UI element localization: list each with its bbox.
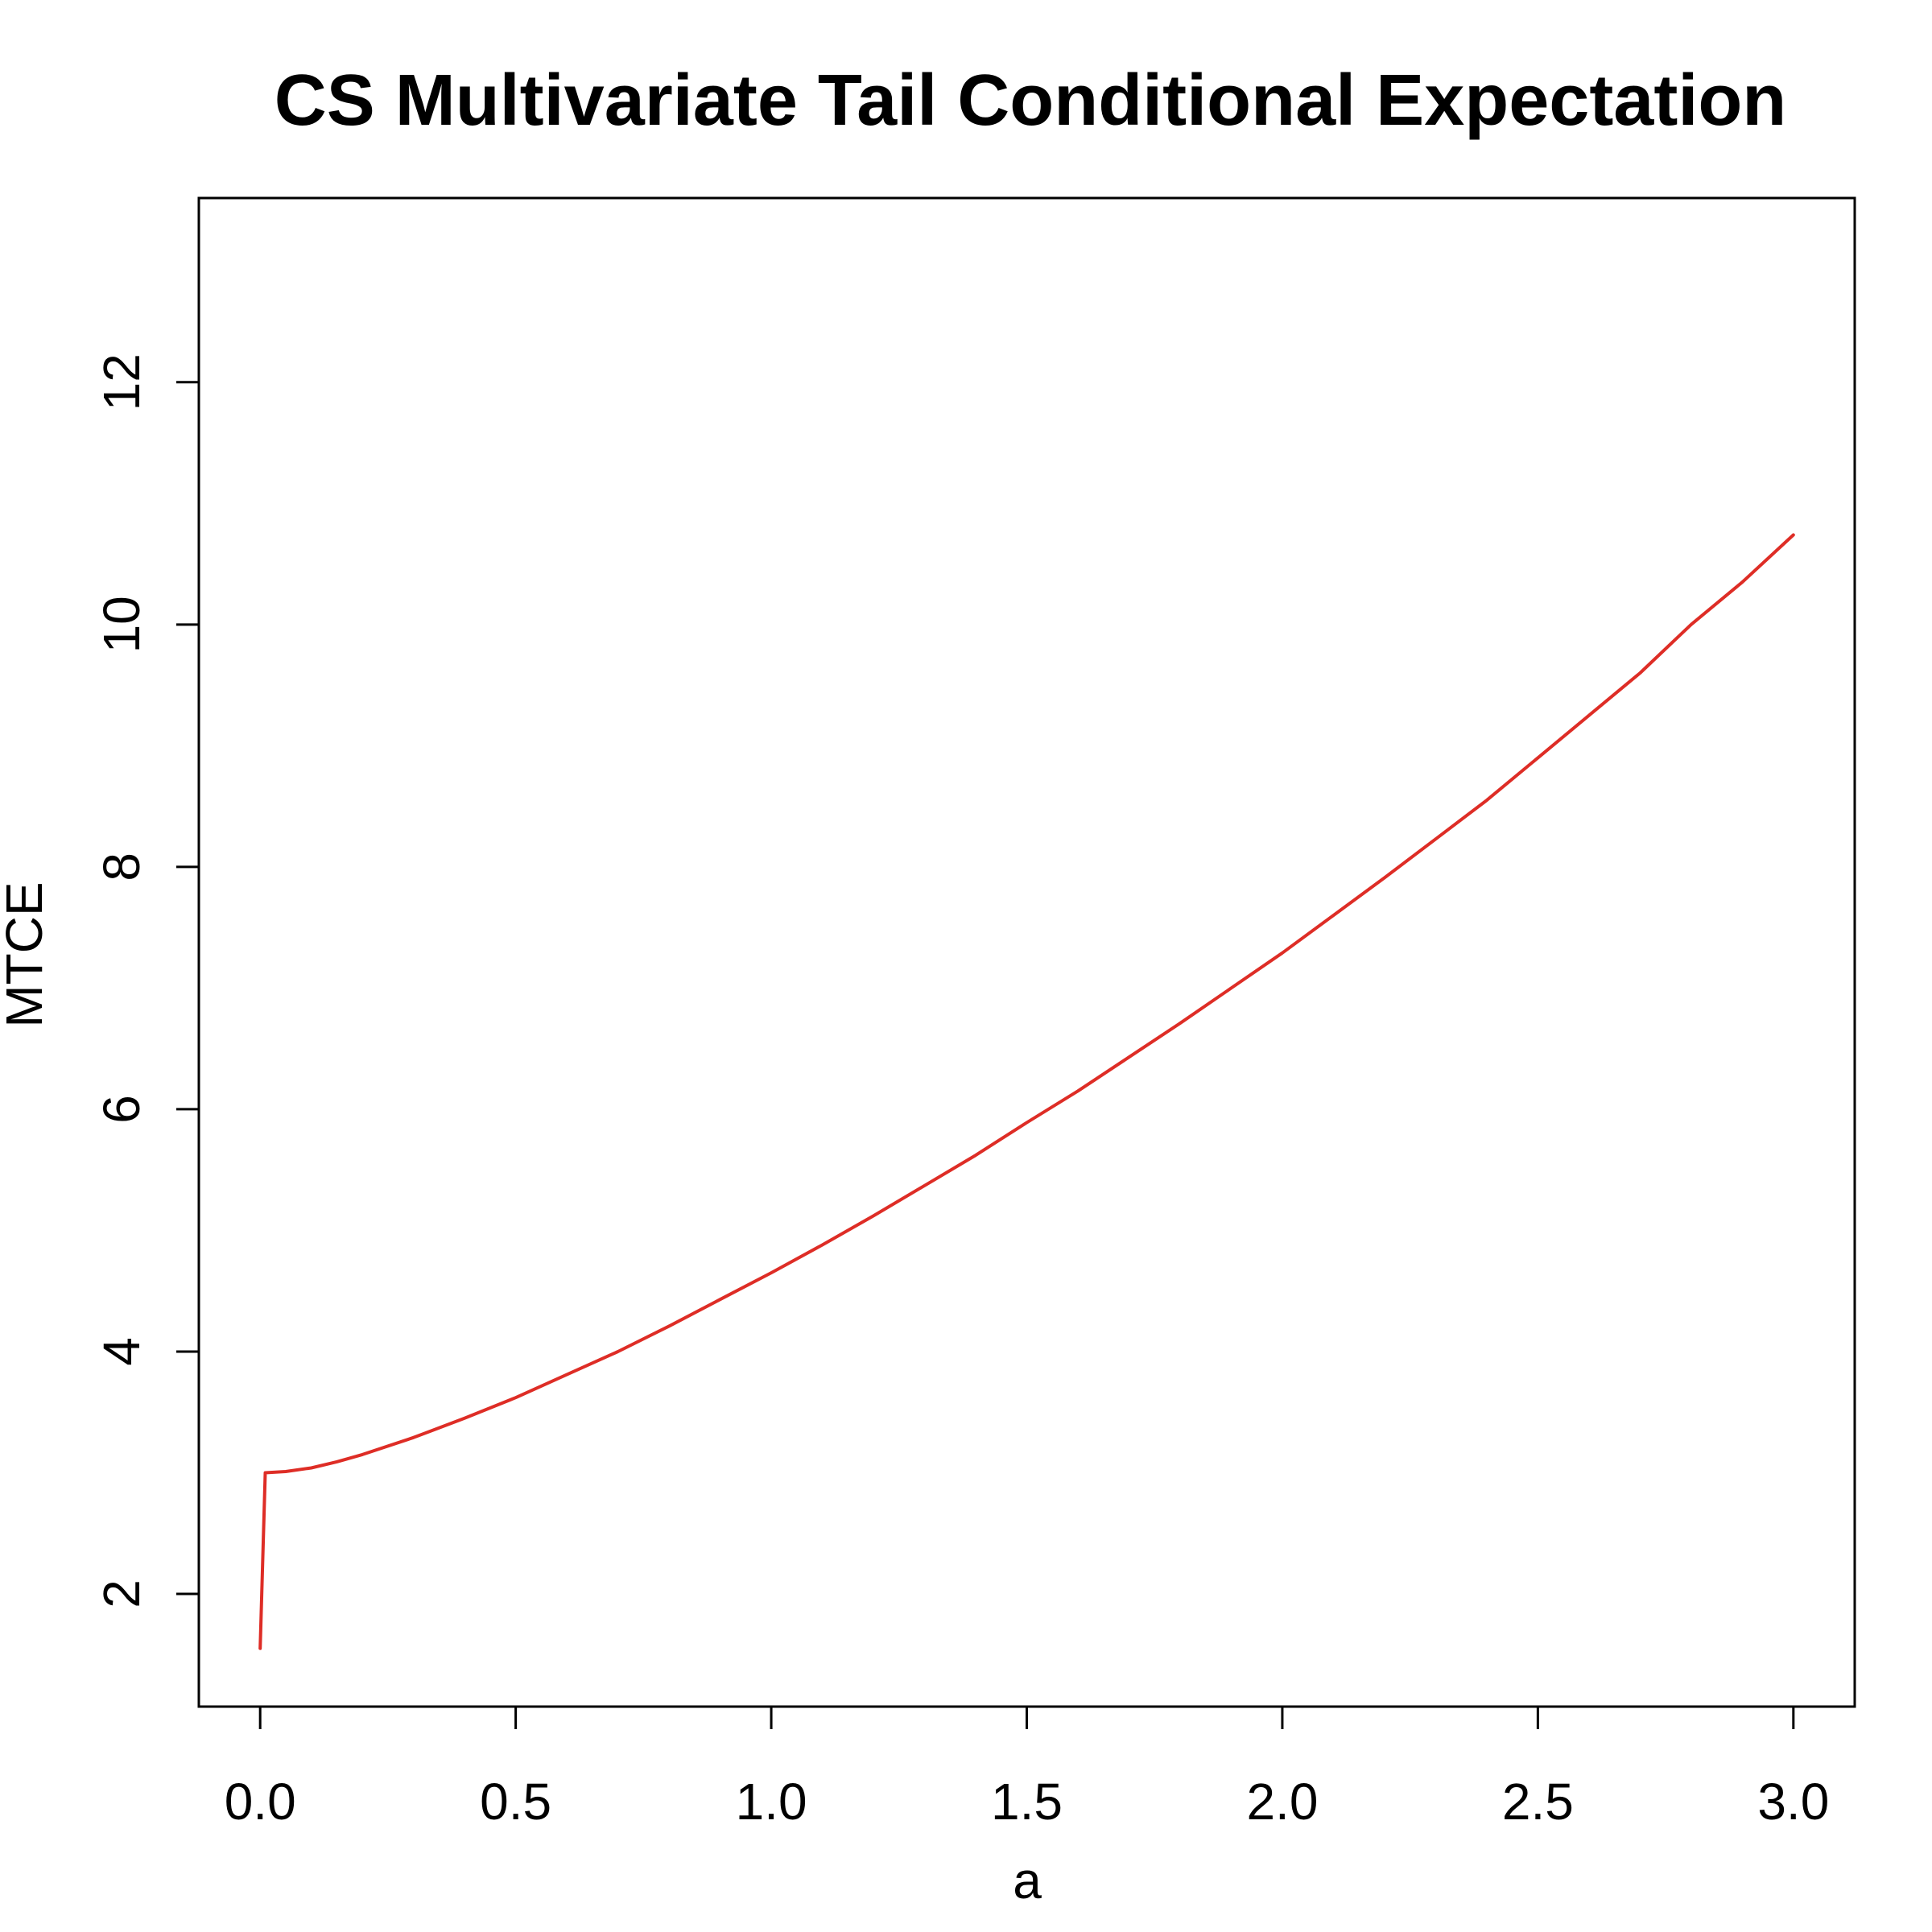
- x-tick-label: 0.5: [480, 1773, 551, 1831]
- plot-frame: [197, 196, 1856, 1708]
- chart-title: CS Multivariate Tail Conditional Expecta…: [275, 60, 1787, 141]
- series-layer: [258, 533, 1795, 1650]
- y-tick-label: 12: [93, 353, 151, 411]
- x-tick-label: 1.0: [736, 1773, 807, 1831]
- y-axis: 2 4 6 8 10 12: [93, 353, 199, 1608]
- y-tick-label: 6: [93, 1095, 151, 1124]
- y-tick-label: 10: [93, 596, 151, 653]
- y-axis-label: MTCE: [0, 881, 53, 1027]
- y-tick-label: 8: [93, 852, 151, 881]
- y-tick-label: 4: [93, 1337, 151, 1366]
- x-axis-label: a: [1013, 1852, 1042, 1909]
- x-tick-label: 2.0: [1246, 1773, 1318, 1831]
- series-line-0: [258, 533, 1795, 1650]
- x-tick-label: 0.0: [225, 1773, 296, 1831]
- x-axis: 0.0 0.5 1.0 1.5 2.0 2.5 3.0: [225, 1707, 1829, 1831]
- x-tick-label: 1.5: [991, 1773, 1063, 1831]
- y-tick-label: 2: [93, 1579, 151, 1608]
- x-tick-label: 2.5: [1502, 1773, 1574, 1831]
- x-tick-label: 3.0: [1757, 1773, 1829, 1831]
